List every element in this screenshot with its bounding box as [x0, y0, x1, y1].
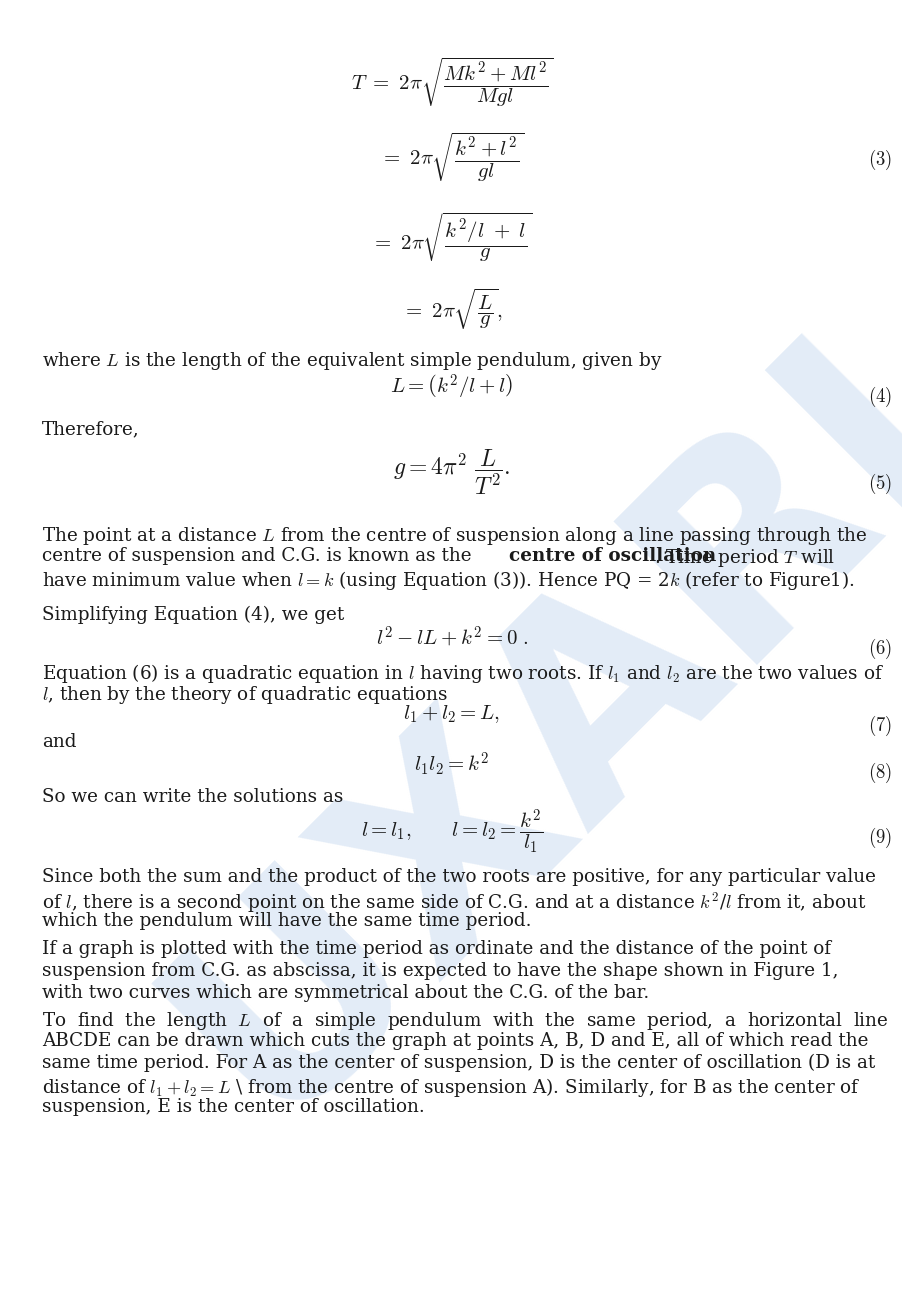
Text: UXARI: UXARI [120, 290, 902, 1168]
Text: $(7)$: $(7)$ [868, 713, 892, 738]
Text: where $L$ is the length of the equivalent simple pendulum, given by: where $L$ is the length of the equivalen… [42, 350, 662, 372]
Text: suspension, E is the center of oscillation.: suspension, E is the center of oscillati… [42, 1098, 425, 1116]
Text: with two curves which are symmetrical about the C.G. of the bar.: with two curves which are symmetrical ab… [42, 984, 649, 1003]
Text: of $l$, there is a second point on the same side of C.G. and at a distance $k^2$: of $l$, there is a second point on the s… [42, 891, 866, 914]
Text: same time period. For A as the center of suspension, D is the center of oscillat: same time period. For A as the center of… [42, 1055, 875, 1073]
Text: Simplifying Equation (4), we get: Simplifying Equation (4), we get [42, 605, 345, 624]
Text: $l_{1} + l_{2} = L,$: $l_{1} + l_{2} = L,$ [403, 703, 501, 725]
Text: $(9)$: $(9)$ [868, 825, 892, 850]
Text: $(6)$: $(6)$ [868, 637, 892, 661]
Text: Equation (6) is a quadratic equation in $l$ having two roots. If $l_1$ and $l_2$: Equation (6) is a quadratic equation in … [42, 661, 884, 685]
Text: Since both the sum and the product of the two roots are positive, for any partic: Since both the sum and the product of th… [42, 868, 876, 885]
Text: centre of oscillation: centre of oscillation [509, 547, 716, 565]
Text: $(8)$: $(8)$ [868, 760, 892, 785]
Text: ABCDE can be drawn which cuts the graph at points A, B, D and E, all of which re: ABCDE can be drawn which cuts the graph … [42, 1032, 869, 1049]
Text: $l^{2} - lL + k^{2} = 0 \ .$: $l^{2} - lL + k^{2} = 0 \ .$ [376, 624, 529, 648]
Text: So we can write the solutions as: So we can write the solutions as [42, 788, 344, 806]
Text: $= \ 2\pi \sqrt{\dfrac{k^{2} + l^{2}}{g l}}$: $= \ 2\pi \sqrt{\dfrac{k^{2} + l^{2}}{g … [380, 130, 524, 184]
Text: $g = 4\pi^{2} \ \dfrac{L}{T^{2}}.$: $g = 4\pi^{2} \ \dfrac{L}{T^{2}}.$ [393, 448, 511, 497]
Text: If a graph is plotted with the time period as ordinate and the distance of the p: If a graph is plotted with the time peri… [42, 940, 831, 958]
Text: $l = l_{1}, \qquad l = l_{2} = \dfrac{k^{2}}{l_{1}}$: $l = l_{1}, \qquad l = l_{2} = \dfrac{k^… [361, 809, 543, 857]
Text: suspension from C.G. as abscissa, it is expected to have the shape shown in Figu: suspension from C.G. as abscissa, it is … [42, 962, 839, 980]
Text: which the pendulum will have the same time period.: which the pendulum will have the same ti… [42, 911, 531, 930]
Text: $L = \left(k^{2}/l + l\right)$: $L = \left(k^{2}/l + l\right)$ [391, 372, 513, 401]
Text: . Time period $T$ will: . Time period $T$ will [654, 547, 835, 569]
Text: Therefore,: Therefore, [42, 421, 140, 437]
Text: The point at a distance $L$ from the centre of suspension along a line passing t: The point at a distance $L$ from the cen… [42, 525, 868, 547]
Text: have minimum value when $l = k$ (using Equation (3)). Hence PQ = 2$k$ (refer to : have minimum value when $l = k$ (using E… [42, 569, 855, 592]
Text: To  find  the  length  $L$  of  a  simple  pendulum  with  the  same  period,  a: To find the length $L$ of a simple pendu… [42, 1010, 888, 1032]
Text: $(5)$: $(5)$ [868, 473, 892, 496]
Text: and: and [42, 733, 77, 751]
Text: $l$, then by the theory of quadratic equations: $l$, then by the theory of quadratic equ… [42, 684, 448, 706]
Text: $l_1 l_2 = k^{2}$: $l_1 l_2 = k^{2}$ [414, 750, 490, 777]
Text: $= \ 2\pi \sqrt{\dfrac{k^{2}/l \ + \ l}{g}}$: $= \ 2\pi \sqrt{\dfrac{k^{2}/l \ + \ l}{… [372, 210, 533, 264]
Text: $(4)$: $(4)$ [868, 385, 892, 409]
Text: centre of suspension and C.G. is known as the: centre of suspension and C.G. is known a… [42, 547, 477, 565]
Text: $= \ 2\pi \sqrt{\dfrac{L}{g}},$: $= \ 2\pi \sqrt{\dfrac{L}{g}},$ [401, 286, 502, 332]
Text: distance of $l_1 + l_2 = L$ \ from the centre of suspension A). Similarly, for B: distance of $l_1 + l_2 = L$ \ from the c… [42, 1075, 861, 1099]
Text: $T \ = \ 2\pi \sqrt{\dfrac{M k^{2} + M l^{2}}{M g l}}$: $T \ = \ 2\pi \sqrt{\dfrac{M k^{2} + M l… [351, 55, 554, 109]
Text: $(3)$: $(3)$ [868, 148, 892, 172]
